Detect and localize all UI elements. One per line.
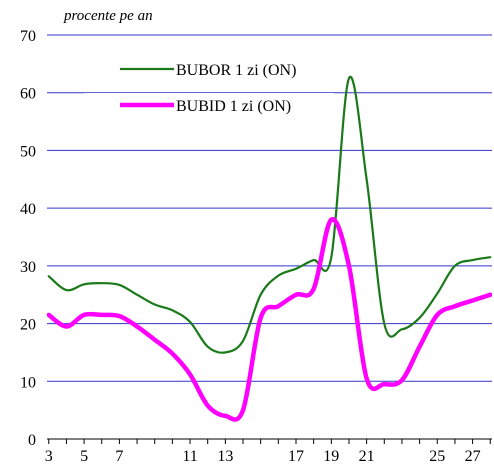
x-tick-label-27: 27 xyxy=(465,448,481,465)
x-axis-ticks: 3 5 7 11 13 17 19 21 25 27 xyxy=(45,439,491,465)
y-tick-label-40: 40 xyxy=(20,201,36,218)
series-group xyxy=(47,75,492,422)
y-tick-label-70: 70 xyxy=(20,28,36,45)
gridlines xyxy=(47,34,492,382)
y-tick-label-60: 60 xyxy=(20,86,36,103)
x-tick-label-11: 11 xyxy=(182,448,197,465)
x-tick-label-13: 13 xyxy=(217,448,233,465)
x-tick-label-21: 21 xyxy=(359,448,375,465)
x-tick-label-5: 5 xyxy=(80,448,88,465)
y-tick-label-0: 0 xyxy=(28,432,36,449)
y-tick-label-30: 30 xyxy=(20,259,36,276)
series-line-2 xyxy=(47,217,492,422)
x-tick-label-25: 25 xyxy=(429,448,445,465)
legend-label-1: BUBOR 1 zi (ON) xyxy=(176,62,296,79)
series-line-1 xyxy=(47,75,492,354)
y-tick-label-10: 10 xyxy=(20,374,36,391)
y-tick-label-50: 50 xyxy=(20,143,36,160)
y-unit-label: procente pe an xyxy=(63,8,153,24)
x-tick-label-19: 19 xyxy=(323,448,339,465)
y-tick-label-20: 20 xyxy=(20,317,36,334)
legend: BUBOR 1 zi (ON) BUBID 1 zi (ON) xyxy=(84,57,334,117)
y-axis-ticks: 0 10 20 30 40 50 60 70 xyxy=(20,28,36,449)
x-tick-label-7: 7 xyxy=(115,448,123,465)
x-tick-label-17: 17 xyxy=(288,448,304,465)
legend-label-2: BUBID 1 zi (ON) xyxy=(176,98,291,115)
x-tick-label-3: 3 xyxy=(45,448,53,465)
